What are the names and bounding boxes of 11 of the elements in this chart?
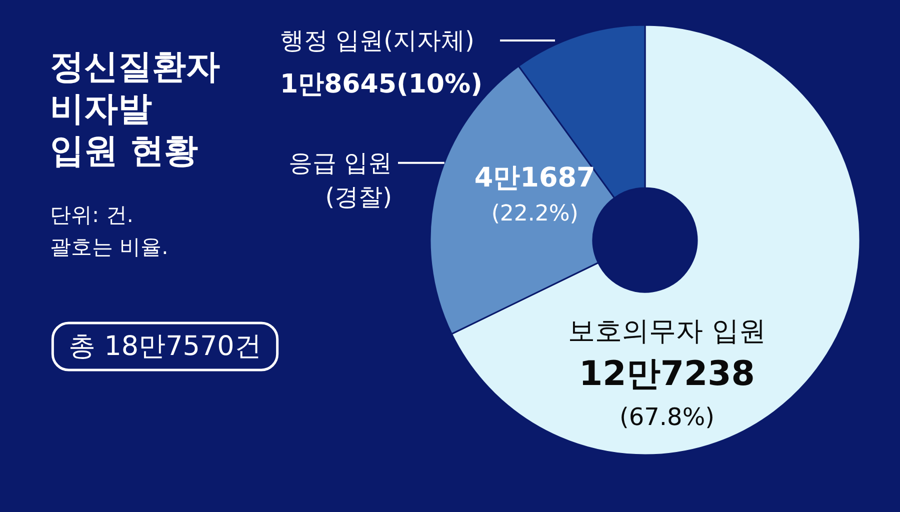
text: 단위: 건. 괄호는 비율. — [50, 203, 168, 259]
text: 총 18만7570건 — [68, 331, 262, 362]
slice-label: 응급 입원 (경찰) — [288, 148, 392, 211]
slice-label: 보호의무자 입원 — [568, 316, 766, 347]
data-label: (67.8%) — [620, 403, 714, 431]
text: 1만8645(10%) — [280, 70, 482, 100]
text: 정신질환자 비자발 입원 현황 — [50, 47, 220, 171]
slice-label: 행정 입원(지자체) — [280, 26, 474, 55]
data-label: (22.2%) — [491, 202, 578, 227]
text: 4만1687 — [474, 162, 596, 194]
text: 12만7238 — [579, 354, 755, 394]
